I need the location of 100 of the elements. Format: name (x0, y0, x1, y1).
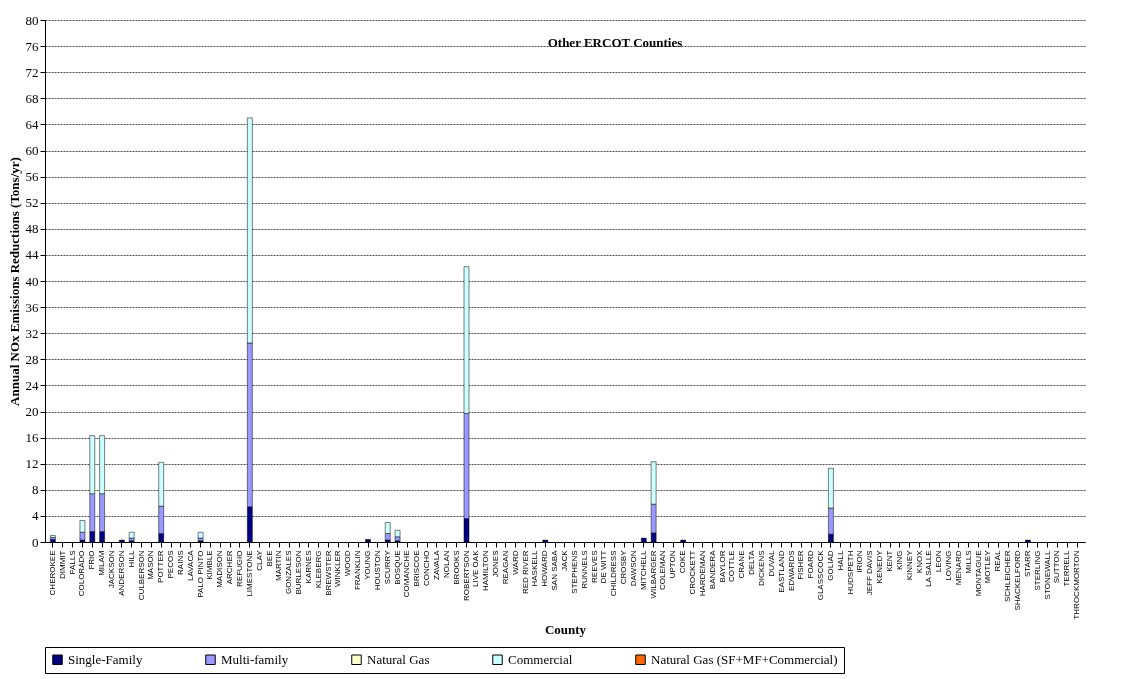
x-tick-label: SUTTON (1052, 550, 1062, 584)
legend-label: Multi-family (221, 651, 289, 667)
x-tick-label: BEE (264, 550, 274, 567)
x-tick-label: CULBERSON (136, 550, 146, 601)
x-tick-label: MOTLEY (983, 549, 993, 584)
x-tick-label: LOVING (944, 550, 954, 581)
x-tick-label: SAN SABA (550, 549, 560, 591)
x-tick-label: CROSBY (619, 549, 629, 585)
x-tick-label: COMANCHE (402, 550, 412, 598)
x-tick-label: KING (894, 550, 904, 571)
y-tick-label: 52 (25, 195, 39, 211)
x-tick-label: YOUNG (363, 550, 373, 580)
x-tick-label: KLEBERG (313, 550, 323, 589)
y-tick-label: 76 (25, 38, 39, 54)
x-tick-label: WARD (510, 550, 520, 575)
x-tick-label: PALO PINTO (195, 550, 205, 598)
y-tick-label: 36 (25, 299, 39, 315)
y-tick-label: 16 (25, 430, 39, 446)
x-tick-label: FRIO (87, 550, 97, 570)
x-tick-label: HASKELL (530, 549, 540, 587)
x-tick-label: LIVE OAK (471, 549, 481, 587)
x-tick-label: DE WITT (599, 550, 609, 584)
x-tick-label: DICKENS (756, 550, 766, 587)
x-tick-label: CHILDRESS (609, 550, 619, 597)
x-tick-label: COLORADO (77, 550, 87, 597)
x-tick-label: REAL (993, 549, 1003, 572)
x-tick-label: STARR (1022, 550, 1032, 578)
x-tick-label: FOARD (806, 550, 816, 579)
y-tick-label: 60 (25, 143, 39, 158)
x-tick-label: MILLS (963, 550, 973, 574)
x-tick-label: KNOX (914, 549, 924, 574)
x-tick-label: BROOKS (451, 550, 461, 585)
x-tick-label: DIMMIT (57, 550, 67, 579)
x-tick-label: BREWSTER (323, 550, 333, 596)
x-tick-label: MILAM (97, 550, 107, 576)
y-tick-label: 40 (25, 273, 39, 289)
y-tick-label: 32 (25, 325, 39, 341)
x-tick-label: LAVACA (185, 549, 195, 581)
x-tick-label: CLAY (254, 549, 264, 571)
y-tick-label: 0 (32, 534, 39, 550)
x-tick-label: KENT (885, 550, 894, 572)
x-tick-label: LA SALLE (924, 550, 934, 587)
x-tick-label: LEON (934, 550, 944, 573)
y-tick-label: 56 (25, 169, 39, 185)
x-tick-label: DAWSON (628, 550, 638, 587)
x-tick-label: STERLING (1032, 550, 1042, 591)
x-tick-label: SCHLEICHER (1003, 550, 1013, 603)
x-tick-label: FISHER (796, 550, 806, 580)
legend-label: Natural Gas (SF+MF+Commercial) (651, 651, 838, 667)
y-tick-label: 68 (25, 90, 39, 106)
x-tick-label: POTTER (156, 550, 166, 583)
x-tick-label: COTTLE (727, 550, 737, 583)
x-tick-label: HOUSTON (372, 550, 382, 591)
x-tick-label: HUDSPETH (845, 550, 855, 595)
x-tick-label: CROCKETT (688, 550, 698, 595)
x-tick-label: ANDERSON (116, 550, 126, 596)
x-tick-label: JONES (491, 550, 501, 578)
x-tick-label: MARTIN (274, 550, 284, 582)
x-tick-label: RED RIVER (520, 550, 530, 595)
x-tick-label: CRANE (737, 550, 747, 579)
x-tick-label: RAINS (175, 550, 185, 575)
x-tick-label: MITCHELL (638, 549, 648, 591)
x-tick-label: DELTA (747, 549, 757, 576)
x-tick-label: REFUGIO (235, 550, 244, 587)
y-tick-label: 4 (32, 508, 39, 524)
x-tick-label: THROCKMORTON (1072, 550, 1082, 620)
legend-label: Commercial (508, 651, 573, 667)
x-tick-label: JEFF DAVIS (865, 550, 875, 596)
y-tick-label: 28 (25, 351, 39, 367)
x-tick-label: TERRELL (1062, 549, 1072, 587)
x-tick-label: CHEROKEE (47, 550, 57, 596)
x-tick-label: HALL (835, 549, 845, 571)
x-tick-label: REAGAN (500, 550, 510, 585)
y-tick-label: 44 (25, 247, 39, 263)
x-tick-label: BRISCOE (412, 550, 422, 587)
x-tick-label: PECOS (166, 550, 176, 579)
x-tick-label: EASTLAND (776, 550, 786, 593)
x-tick-label: MASON (146, 550, 156, 580)
x-tick-label: UPTON (668, 550, 678, 579)
x-tick-label: IRION (855, 550, 865, 573)
legend-label: Natural Gas (367, 651, 430, 667)
x-axis-title: County (544, 621, 587, 637)
x-tick-label: HAMILTON (481, 550, 491, 592)
x-tick-label: STONEWALL (1042, 549, 1052, 600)
x-tick-label: COKE (678, 550, 688, 574)
x-tick-label: ARCHER (225, 550, 235, 585)
x-tick-label: WINKLER (333, 550, 343, 587)
x-tick-label: HARDEMAN (697, 550, 707, 597)
x-tick-label: MADISON (215, 550, 225, 588)
x-tick-label: CONCHO (422, 550, 432, 587)
x-tick-label: HILL (126, 549, 136, 568)
x-tick-label: HOWARD (540, 550, 550, 587)
x-tick-label: BOSQUE (392, 550, 402, 585)
x-tick-label: JACKSON (106, 550, 116, 589)
x-tick-label: WILBARGER (648, 550, 658, 599)
y-tick-label: 12 (25, 456, 39, 472)
x-tick-label: GONZALES (284, 550, 294, 595)
x-tick-label: BANDERA (707, 549, 717, 590)
y-axis-title: Annual NOx Emissions Reductions (Tons/yr) (6, 157, 22, 406)
x-tick-label: KENEDY (875, 549, 885, 584)
